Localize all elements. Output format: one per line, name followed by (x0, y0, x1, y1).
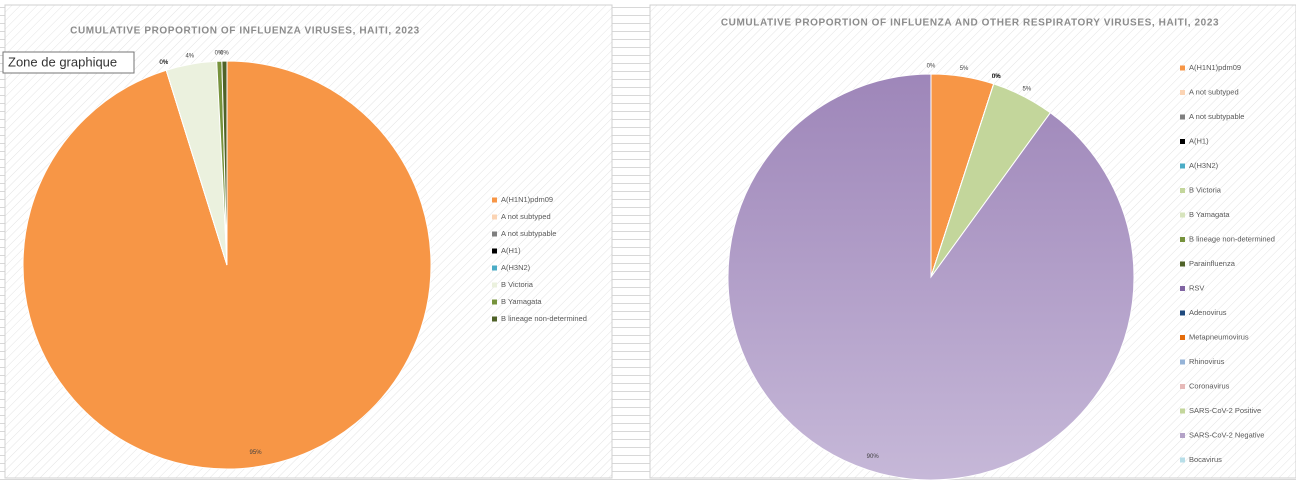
legend-swatch (1180, 457, 1185, 463)
legend-label: SARS-CoV-2 Negative (1189, 430, 1264, 439)
data-label: 0% (992, 74, 1001, 80)
data-label: 0% (215, 51, 224, 57)
legend-label: B lineage non-determined (1189, 234, 1275, 243)
tooltip-box (2, 51, 135, 74)
legend-label: Adenovirus (1189, 308, 1227, 317)
data-label: 0% (992, 74, 1001, 80)
data-label: 0% (160, 60, 169, 66)
charts: CUMULATIVE PROPORTION OF INFLUENZA VIRUS… (22, 18, 1275, 480)
data-label: 0% (992, 74, 1001, 80)
legend-swatch (1180, 433, 1185, 438)
data-label: 0% (992, 74, 1001, 80)
legend-swatch (1180, 90, 1185, 95)
legend-label: Rhinovirus (1189, 357, 1225, 366)
legend-label: A(H1N1)pdm09 (1189, 63, 1241, 72)
legend-label: A not subtypable (1189, 112, 1244, 121)
legend-label: A(H3N2) (501, 263, 531, 272)
legend-swatch (492, 231, 497, 237)
legend-swatch (1180, 261, 1185, 267)
legend-swatch (1180, 359, 1185, 365)
legend-swatch (1180, 384, 1185, 389)
data-label: 0% (927, 63, 936, 69)
legend-label: B Yamagata (1189, 210, 1230, 219)
legend-label: A not subtyped (1189, 87, 1239, 96)
legend-label: B lineage non-determined (501, 314, 587, 323)
legend-label: A(H1) (1189, 136, 1209, 145)
data-label: 0% (160, 60, 169, 66)
legend-label: RSV (1189, 283, 1204, 292)
data-label: 0% (992, 74, 1001, 80)
legend-label: Coronavirus (1189, 381, 1230, 390)
legend-label: Parainfluenza (1189, 259, 1236, 268)
data-label: 0% (220, 50, 229, 56)
data-label: 5% (1023, 86, 1032, 92)
legend-swatch (1180, 163, 1185, 169)
data-label: 0% (992, 74, 1001, 80)
legend-swatch (1180, 212, 1185, 218)
data-label: 0% (992, 74, 1001, 80)
legend-swatch (492, 248, 497, 254)
legend-label: B Yamagata (501, 297, 542, 306)
data-label: 0% (992, 74, 1001, 80)
legend-label: Metapneumovirus (1189, 332, 1249, 341)
data-label: 0% (992, 74, 1001, 80)
legend-label: B Victoria (1189, 185, 1222, 194)
tooltip: Zone de graphique (2, 51, 135, 74)
pie-slice (221, 60, 228, 266)
legend-swatch (1180, 188, 1185, 193)
legend-label: A(H1) (501, 246, 521, 255)
legend-label: A(H1N1)pdm09 (501, 195, 553, 204)
legend-swatch (1180, 286, 1185, 291)
legend-swatch (1180, 139, 1185, 144)
legend-swatch (1180, 310, 1185, 316)
data-label: 0% (992, 74, 1001, 80)
legend-label: B Victoria (501, 280, 534, 289)
data-label: 0% (992, 74, 1001, 80)
legend-label: A(H3N2) (1189, 161, 1219, 170)
legend-swatch (492, 214, 497, 220)
legend-swatch (1180, 114, 1185, 120)
legend-label: A not subtyped (501, 212, 551, 221)
legend-swatch (492, 282, 497, 288)
legend-swatch (1180, 408, 1185, 414)
legend-swatch (492, 299, 497, 305)
data-label: 0% (160, 60, 169, 66)
data-label: 5% (960, 66, 969, 72)
data-label: 95% (250, 450, 263, 456)
legend-swatch (1180, 237, 1185, 242)
data-label: 0% (992, 74, 1001, 80)
legend-label: Bocavirus (1189, 455, 1222, 464)
tooltip-text: Zone de graphique (8, 54, 117, 69)
data-label: 90% (867, 454, 880, 460)
legend-swatch (492, 197, 497, 203)
chart-title: CUMULATIVE PROPORTION OF INFLUENZA AND O… (721, 18, 1219, 29)
legend-swatch (1180, 65, 1185, 71)
legend-swatch (492, 265, 497, 271)
data-label: 0% (160, 60, 169, 66)
legend-label: A not subtypable (501, 229, 556, 238)
data-label: 0% (992, 74, 1001, 80)
legend-swatch (1180, 335, 1185, 340)
chart-title: CUMULATIVE PROPORTION OF INFLUENZA VIRUS… (70, 26, 420, 37)
legend-label: SARS-CoV-2 Positive (1189, 406, 1261, 415)
data-label: 4% (185, 54, 194, 60)
legend-swatch (492, 316, 497, 322)
